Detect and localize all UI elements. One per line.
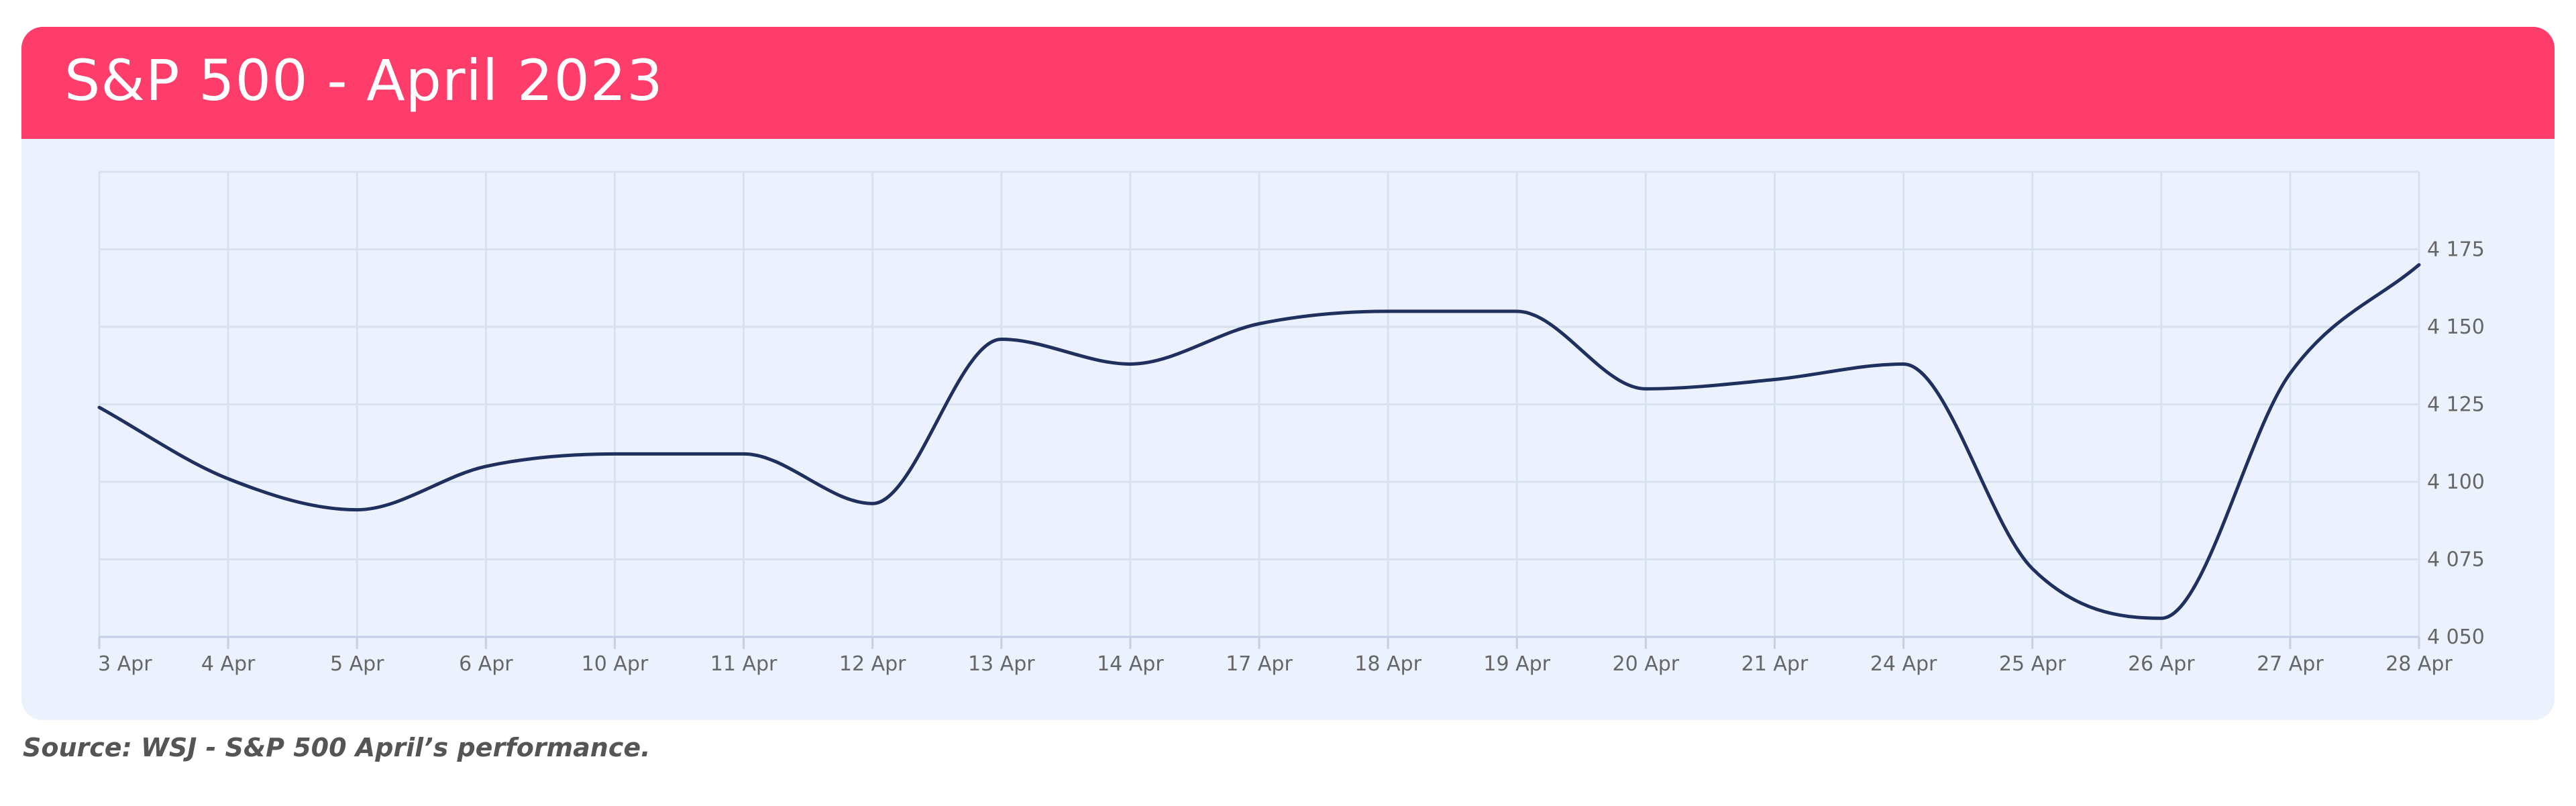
data-point [483,464,488,469]
x-tick-label: 19 Apr [1483,652,1550,676]
data-point [1385,309,1391,314]
y-tick-label: 4 125 [2427,393,2485,417]
data-point [1256,321,1262,326]
data-point [1643,386,1648,391]
data-point [999,336,1004,342]
grid-lines [98,170,2420,638]
x-tick-label: 13 Apr [968,652,1035,676]
data-point [97,405,102,410]
chart-card: S&P 500 - April 2023 [21,27,2555,720]
x-tick-label: 17 Apr [1226,652,1293,676]
data-point [612,451,617,456]
x-tick-label: 12 Apr [839,652,906,676]
x-tick-label: 21 Apr [1741,652,1809,676]
x-tick-label: 24 Apr [1870,652,1937,676]
data-point [870,501,875,506]
data-point [741,451,747,456]
x-tick-label: 18 Apr [1354,652,1421,676]
x-tick-labels: 3 Apr 4 Apr 5 Apr 6 Apr 10 Apr 11 Apr 12 Apr 13… [98,652,2453,676]
data-point [1128,361,1133,366]
x-tick-label: 4 Apr [201,652,256,676]
data-point [2288,370,2293,376]
data-point [2030,566,2035,571]
y-tick-label: 4 100 [2427,470,2485,494]
x-tick-label: 20 Apr [1613,652,1680,676]
y-tick-labels: 4 050 4 075 4 100 4 125 4 150 4 175 [2427,238,2485,650]
x-tick-label: 14 Apr [1097,652,1164,676]
x-tick-label: 11 Apr [710,652,777,676]
data-point [1772,377,1777,383]
x-tick-label: 26 Apr [2128,652,2195,676]
data-point [1901,361,1907,366]
source-caption: Source: WSJ - S&P 500 April’s performanc… [23,733,651,762]
x-tick-label: 25 Apr [1999,652,2066,676]
data-point [354,507,360,513]
chart-title: S&P 500 - April 2023 [64,48,663,113]
x-tick-label: 6 Apr [459,652,513,676]
data-point [2159,615,2164,621]
series-layer [97,262,2422,621]
chart-header: S&P 500 - April 2023 [21,27,2555,139]
y-tick-label: 4 050 [2427,625,2485,649]
x-tick-label: 27 Apr [2257,652,2324,676]
data-point [2416,262,2422,268]
x-tick-label: 5 Apr [330,652,384,676]
y-tick-label: 4 150 [2427,315,2485,339]
x-tick-label: 3 Apr [98,652,152,676]
x-tick-label: 10 Apr [582,652,649,676]
data-point [225,476,231,481]
data-point [1514,309,1519,314]
y-tick-label: 4 175 [2427,238,2485,262]
x-tick-label: 28 Apr [2385,652,2453,676]
series-line-sp500 [97,263,2421,620]
x-axis [98,636,2420,649]
y-tick-label: 4 075 [2427,548,2485,572]
